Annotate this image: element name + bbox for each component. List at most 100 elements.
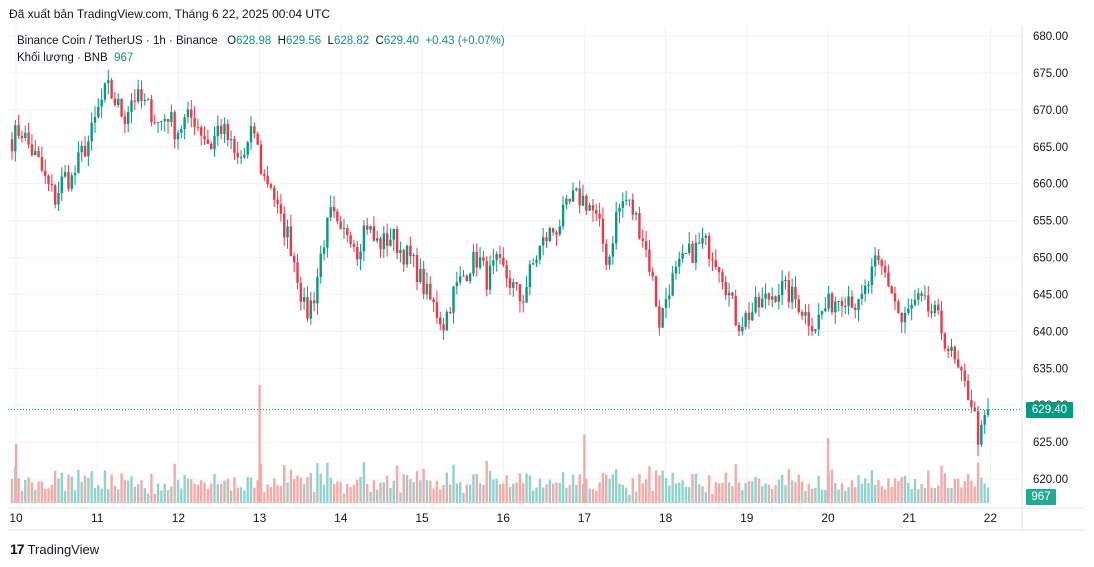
candle-body: [591, 204, 595, 211]
candle-body: [395, 228, 399, 254]
candle-body: [694, 242, 698, 263]
volume-bar: [966, 474, 970, 503]
candle-body: [495, 254, 498, 261]
volume-bar: [136, 484, 140, 503]
candle-body: [455, 282, 459, 287]
candle-body: [415, 255, 419, 282]
volume-bar: [761, 486, 764, 503]
candle-body: [867, 284, 870, 286]
candle-body: [37, 150, 40, 158]
volume-bar: [976, 462, 980, 503]
volume-bar: [472, 474, 475, 503]
candle-body: [322, 247, 326, 254]
volume-bar: [425, 480, 429, 503]
volume-bar: [296, 475, 299, 503]
candle-body: [601, 218, 605, 244]
volume-bar: [907, 482, 910, 503]
candle-body: [983, 414, 986, 425]
candle-body: [976, 411, 980, 445]
symbol-label[interactable]: Binance Coin / TetherUS · 1h · Binance: [17, 35, 218, 47]
low-value: 628.82: [333, 35, 370, 47]
volume-bar: [24, 480, 27, 503]
volume-bar: [173, 463, 176, 503]
candle-body: [701, 237, 704, 244]
volume-bar: [927, 470, 930, 503]
volume-label[interactable]: Khối lượng · BNB: [17, 52, 108, 64]
candle-body: [349, 235, 352, 245]
candle-body: [724, 282, 727, 296]
volume-bar: [419, 480, 422, 503]
volume-bar: [146, 493, 150, 503]
volume-bar: [186, 478, 190, 503]
candle-body: [877, 255, 880, 261]
volume-bar: [286, 482, 289, 503]
volume-bar: [704, 492, 708, 503]
volume-bar: [375, 489, 379, 503]
candle-body: [548, 228, 551, 242]
candle-body: [611, 243, 615, 257]
change-value: +0.43 (+0.07%): [425, 35, 505, 47]
candle-body: [986, 409, 990, 415]
volume-bar: [731, 486, 734, 503]
candle-body: [249, 126, 253, 143]
volume-bar: [734, 464, 737, 503]
candle-body: [419, 268, 422, 282]
volume-bar: [43, 488, 47, 503]
volume-bar: [883, 489, 887, 503]
candle-body: [126, 111, 130, 124]
volume-bar: [156, 483, 160, 503]
candle-body: [389, 239, 392, 246]
volume-bar: [674, 483, 678, 503]
candle-body: [545, 237, 548, 242]
candle-body: [206, 139, 210, 144]
candle-body: [279, 204, 283, 214]
volume-bar: [515, 482, 518, 503]
candle-body: [216, 125, 220, 137]
volume-bar: [840, 483, 844, 503]
candle-body: [648, 249, 651, 272]
volume-bar: [60, 472, 63, 503]
volume-bar: [565, 487, 568, 503]
candle-body: [100, 99, 103, 107]
close-label: C: [375, 35, 384, 47]
volume-bar: [442, 484, 445, 503]
candle-body: [263, 173, 266, 176]
open-value: 628.98: [236, 35, 272, 47]
candle-body: [950, 346, 953, 352]
candle-body: [60, 176, 63, 193]
volume-bar: [256, 480, 259, 503]
candle-body: [661, 307, 664, 328]
candle-body: [854, 307, 857, 310]
candle-body: [628, 199, 631, 201]
volume-bar: [239, 487, 243, 503]
volume-bar: [229, 490, 233, 503]
low-label: L: [327, 35, 334, 47]
candle-body: [578, 188, 581, 206]
candle-body: [581, 195, 585, 206]
candle-body: [163, 118, 166, 122]
volume-bar: [937, 485, 940, 503]
volume-bar: [449, 484, 452, 503]
candle-body: [200, 127, 203, 136]
candle-body: [356, 246, 359, 260]
candle-body: [515, 282, 518, 285]
candle-body: [531, 263, 535, 265]
candle-body: [794, 286, 797, 300]
candle-body: [953, 346, 957, 360]
volume-bar: [359, 477, 362, 503]
volume-bar: [618, 483, 621, 503]
x-tick-label: 16: [497, 511, 511, 525]
candle-body: [767, 293, 771, 300]
volume-bar: [751, 481, 754, 503]
candle-body: [332, 207, 336, 212]
candle-body: [429, 283, 432, 300]
candle-body: [329, 207, 332, 218]
volume-bar: [585, 478, 588, 503]
volume-bar: [860, 483, 864, 503]
volume-bar: [561, 472, 565, 503]
volume-bar: [243, 490, 246, 503]
candle-body: [711, 258, 714, 261]
candle-body: [790, 286, 794, 303]
tradingview-logo[interactable]: 17 TradingView: [10, 541, 99, 557]
